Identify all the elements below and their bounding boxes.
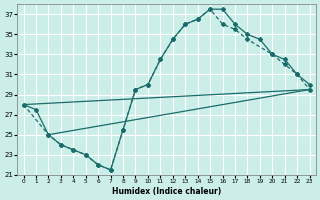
X-axis label: Humidex (Indice chaleur): Humidex (Indice chaleur) (112, 187, 221, 196)
